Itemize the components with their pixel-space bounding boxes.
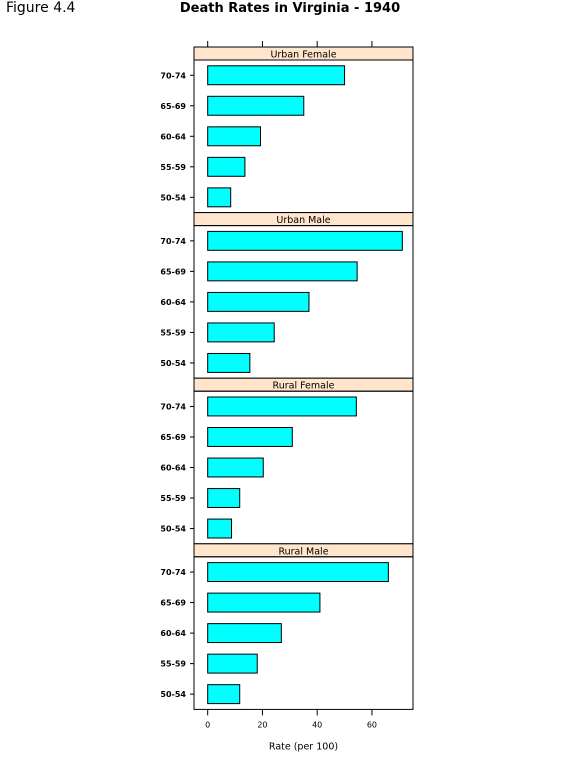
y-tick-label: 65-69 (160, 267, 186, 276)
y-tick-label: 60-64 (160, 298, 186, 307)
bar (207, 653, 258, 674)
y-tick-label: 55-59 (160, 494, 186, 503)
y-tick-label: 50-54 (160, 690, 186, 699)
y-tick-label: 60-64 (160, 132, 186, 141)
bar (207, 457, 264, 478)
bar (207, 396, 357, 417)
y-tick-label: 55-59 (160, 328, 186, 337)
y-tick-label: 50-54 (160, 359, 186, 368)
bar (207, 488, 241, 508)
y-tick-label: 70-74 (160, 568, 186, 577)
y-tick-label: 60-64 (160, 629, 186, 638)
bar (207, 562, 389, 583)
bar (207, 126, 262, 147)
panel-strip-label: Urban Male (276, 215, 330, 226)
y-tick-label: 70-74 (160, 402, 186, 411)
x-tick-label: 40 (312, 720, 322, 729)
y-tick-label: 50-54 (160, 525, 186, 534)
x-tick-label: 20 (257, 720, 267, 729)
panel-strip-label: Rural Female (273, 381, 335, 392)
bar (207, 623, 282, 644)
x-tick-label: 0 (205, 720, 210, 729)
bar (207, 427, 293, 447)
bar (207, 261, 358, 282)
y-tick-label: 70-74 (160, 237, 186, 246)
y-tick-label: 65-69 (160, 102, 186, 111)
bar (207, 322, 275, 343)
x-tick-label: 60 (367, 720, 377, 729)
panel-strip-label: Urban Female (270, 50, 336, 61)
y-tick-label: 65-69 (160, 599, 186, 608)
y-tick-label: 55-59 (160, 660, 186, 669)
bar (207, 518, 233, 539)
bar (207, 156, 246, 177)
y-tick-label: 50-54 (160, 193, 186, 202)
y-tick-label: 55-59 (160, 163, 186, 172)
bar (207, 65, 346, 86)
bar (207, 592, 321, 613)
bar (207, 230, 403, 251)
y-tick-label: 70-74 (160, 71, 186, 80)
panel-strip-label: Rural Male (278, 546, 328, 557)
bar (207, 187, 232, 208)
chart-title: Death Rates in Virginia - 1940 (179, 1, 401, 16)
bar (207, 684, 241, 705)
bar (207, 291, 310, 312)
bar (207, 352, 251, 373)
x-axis-label: Rate (per 100) (269, 741, 338, 752)
figure-label: Figure 4.4 (6, 0, 76, 16)
y-tick-label: 65-69 (160, 433, 186, 442)
bar (207, 95, 305, 116)
y-tick-label: 60-64 (160, 464, 186, 473)
